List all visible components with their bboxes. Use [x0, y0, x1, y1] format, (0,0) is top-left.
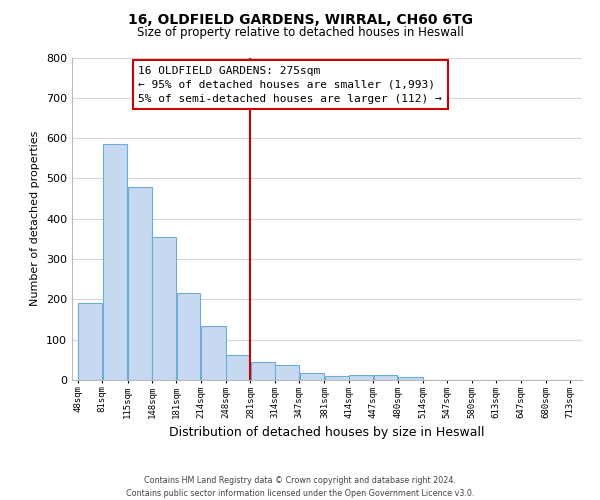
Bar: [325, 376, 349, 380]
Bar: [176, 292, 200, 380]
Bar: [275, 365, 299, 380]
Y-axis label: Number of detached properties: Number of detached properties: [31, 131, 40, 306]
Bar: [251, 362, 275, 380]
X-axis label: Distribution of detached houses by size in Heswall: Distribution of detached houses by size …: [169, 426, 485, 439]
Bar: [374, 375, 397, 380]
Bar: [201, 326, 226, 380]
Text: Size of property relative to detached houses in Heswall: Size of property relative to detached ho…: [137, 26, 463, 39]
Bar: [103, 144, 127, 380]
Text: 16, OLDFIELD GARDENS, WIRRAL, CH60 6TG: 16, OLDFIELD GARDENS, WIRRAL, CH60 6TG: [128, 12, 473, 26]
Text: 16 OLDFIELD GARDENS: 275sqm
← 95% of detached houses are smaller (1,993)
5% of s: 16 OLDFIELD GARDENS: 275sqm ← 95% of det…: [139, 66, 442, 104]
Text: Contains HM Land Registry data © Crown copyright and database right 2024.
Contai: Contains HM Land Registry data © Crown c…: [126, 476, 474, 498]
Bar: [299, 372, 324, 380]
Bar: [128, 186, 152, 380]
Bar: [398, 377, 422, 380]
Bar: [226, 355, 250, 380]
Bar: [349, 375, 373, 380]
Bar: [78, 302, 102, 380]
Bar: [152, 238, 176, 380]
